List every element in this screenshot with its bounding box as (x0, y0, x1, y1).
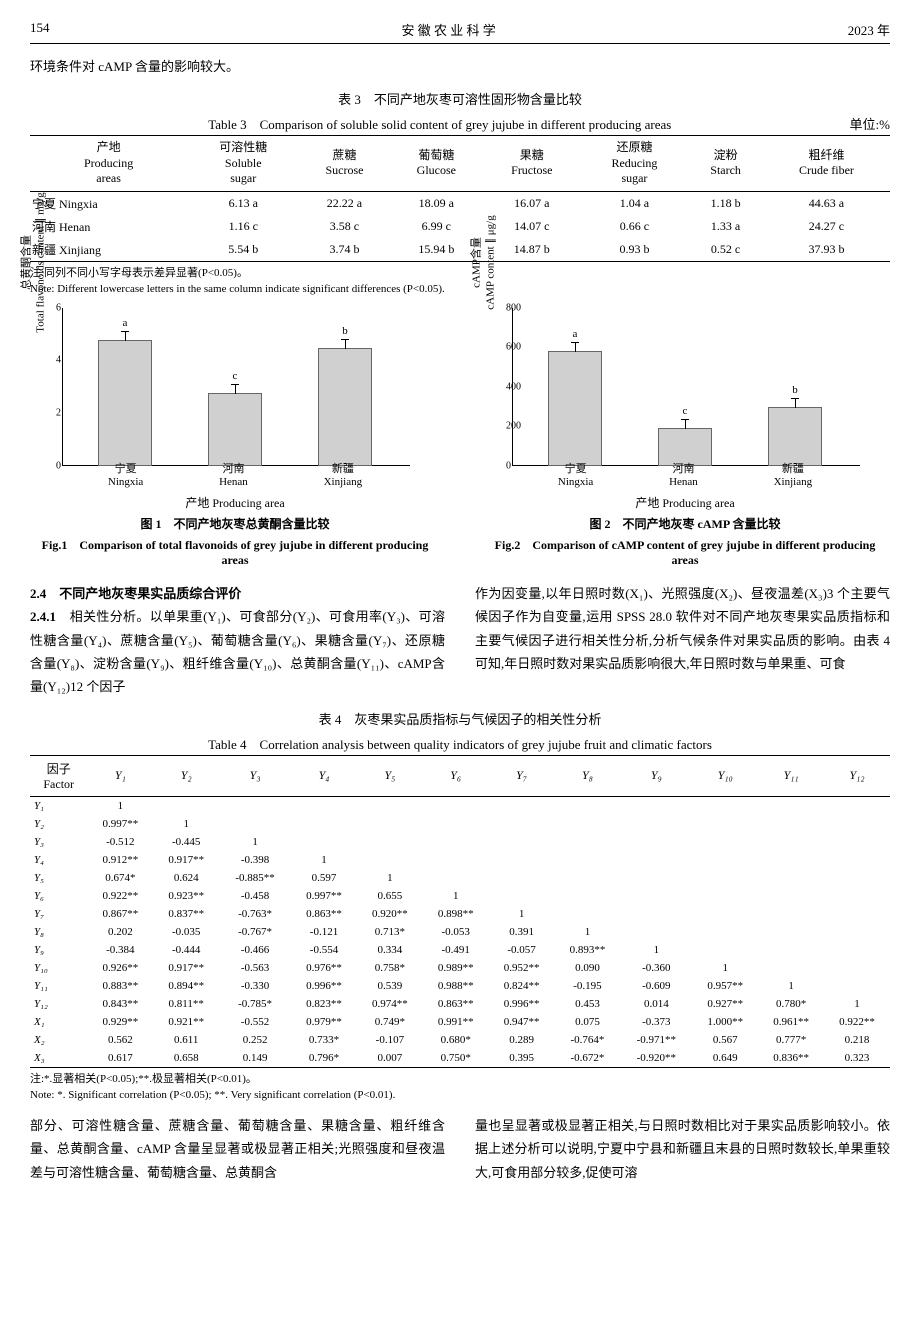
fig1-wrap: 总黄酮含量Total flavonoids content ∥ mg/g0246… (30, 308, 440, 572)
page-number: 154 (30, 20, 50, 39)
fig2-cap-cn: 图 2 不同产地灰枣 cAMP 含量比较 (480, 515, 890, 532)
fig2-cap-en: Fig.2 Comparison of cAMP content of grey… (480, 536, 890, 568)
table3-title-cn: 表 3 不同产地灰枣可溶性固形物含量比较 (30, 89, 890, 108)
table3-title-en: Table 3 Comparison of soluble solid cont… (30, 114, 890, 133)
page-header: 154 安 徽 农 业 科 学 2023 年 (30, 20, 890, 44)
fig1-chart: 总黄酮含量Total flavonoids content ∥ mg/g0246… (70, 308, 420, 488)
table4: 因子FactorY₁Y₂Y₃Y₄Y₅Y₆Y₇Y₈Y₉Y₁₀Y₁₁Y₁₂ Y₁1Y… (30, 755, 890, 1068)
table4-title-cn: 表 4 灰枣果实品质指标与气候因子的相关性分析 (30, 709, 890, 728)
journal-name: 安 徽 农 业 科 学 (401, 20, 495, 39)
fig1-xtitle: 产地 Producing area (30, 494, 440, 511)
body-right: 作为因变量,以年日照时数(X₁)、光照强度(X₂)、昼夜温差(X₃)3 个主要气… (475, 582, 890, 699)
intro-text: 环境条件对 cAMP 含量的影响较大。 (30, 56, 890, 75)
fig1-cap-en: Fig.1 Comparison of total flavonoids of … (30, 536, 440, 568)
fig2-xtitle: 产地 Producing area (480, 494, 890, 511)
fig2-chart: cAMP含量cAMP content ∥ μg/g0200400600800ac… (520, 308, 870, 488)
table3: 产地Producingareas可溶性糖Solublesugar蔗糖Sucros… (30, 135, 890, 262)
table4-note: 注:*.显著相关(P<0.05);**.极显著相关(P<0.01)。 Note:… (30, 1071, 890, 1104)
table3-note: 注:同列不同小写字母表示差异显著(P<0.05)。 Note: Differen… (30, 265, 890, 298)
year: 2023 年 (848, 20, 890, 39)
body-columns: 2.4 不同产地灰枣果实品质综合评价 2.4.1 相关性分析。以单果重(Y₁)、… (30, 582, 890, 699)
fig2-wrap: cAMP含量cAMP content ∥ μg/g0200400600800ac… (480, 308, 890, 572)
charts-row: 总黄酮含量Total flavonoids content ∥ mg/g0246… (30, 308, 890, 572)
table4-title-en: Table 4 Correlation analysis between qua… (30, 734, 890, 753)
fig1-cap-cn: 图 1 不同产地灰枣总黄酮含量比较 (30, 515, 440, 532)
footer-right: 量也呈显著或极显著正相关,与日照时数相比对于果实品质影响较小。依据上述分析可以说… (475, 1114, 890, 1184)
footer-columns: 部分、可溶性糖含量、蔗糖含量、葡萄糖含量、果糖含量、粗纤维含量、总黄酮含量、cA… (30, 1114, 890, 1184)
footer-left: 部分、可溶性糖含量、蔗糖含量、葡萄糖含量、果糖含量、粗纤维含量、总黄酮含量、cA… (30, 1114, 445, 1184)
body-left: 2.4 不同产地灰枣果实品质综合评价 2.4.1 相关性分析。以单果重(Y₁)、… (30, 582, 445, 699)
